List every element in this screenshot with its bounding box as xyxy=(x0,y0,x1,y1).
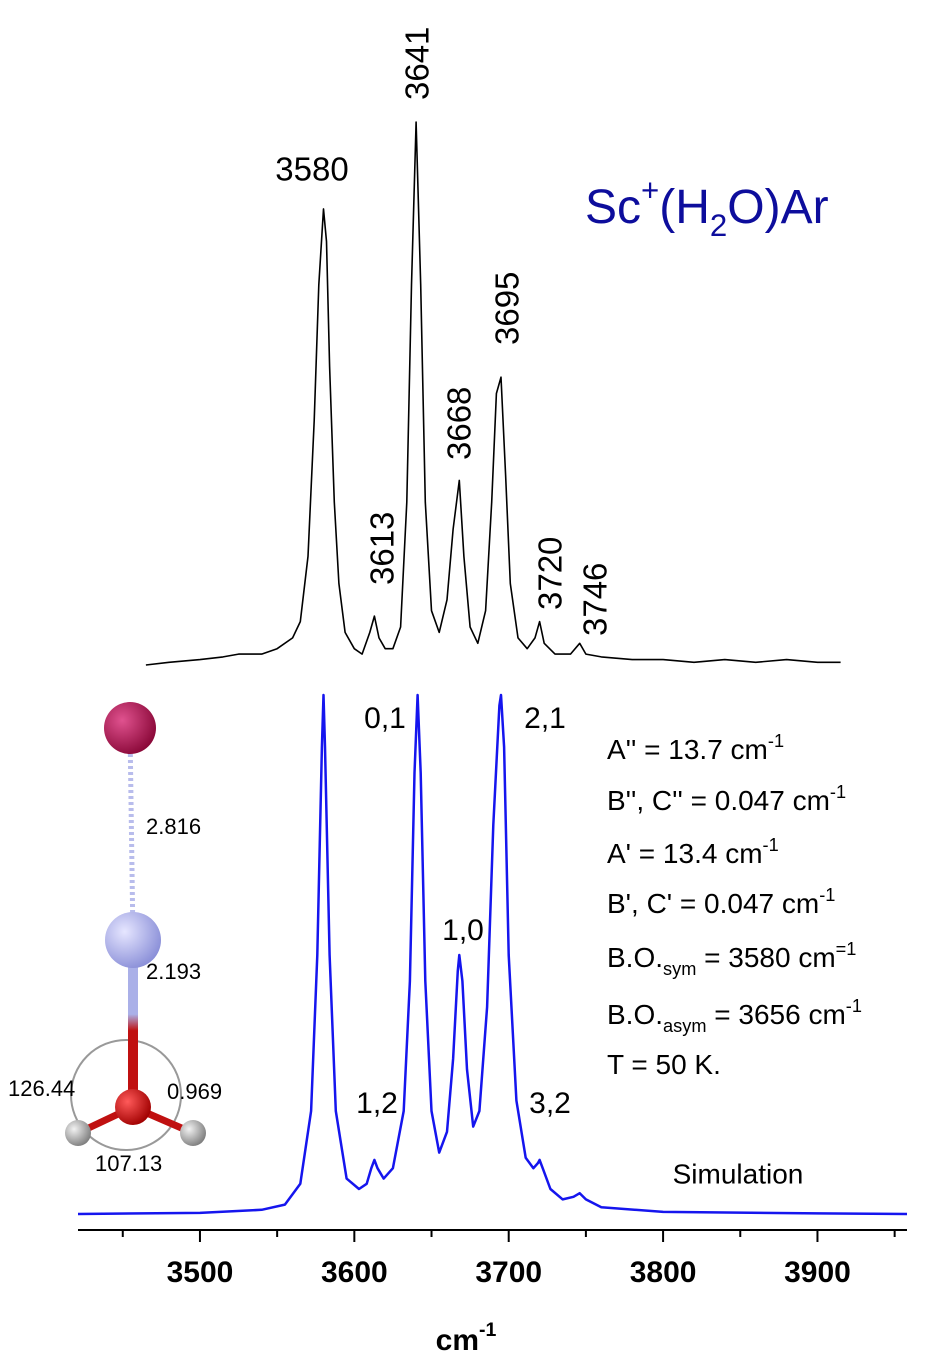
peak-label: 3720 xyxy=(532,537,569,610)
structure-label: 126.44 xyxy=(8,1076,75,1101)
text-part: -1 xyxy=(819,885,835,905)
peak-label: 3695 xyxy=(489,272,526,345)
peak-label: 3641 xyxy=(399,27,436,100)
x-tick-label: 3900 xyxy=(784,1256,851,1289)
text-part: -1 xyxy=(830,782,846,802)
text-part: B.O. xyxy=(607,999,663,1030)
ar-atom xyxy=(104,702,156,754)
parameter-text: B.O.asym = 3656 cm-1 xyxy=(607,996,862,1036)
text-part: Sc xyxy=(585,181,641,234)
text-part: B', C' = 0.047 cm xyxy=(607,888,819,919)
text-part: O)Ar xyxy=(727,181,828,234)
text-part: asym xyxy=(663,1016,706,1036)
parameter-text: B'', C'' = 0.047 cm-1 xyxy=(607,782,846,817)
sc-o-bond xyxy=(128,940,138,1105)
x-tick-label: 3800 xyxy=(630,1256,697,1289)
peak-label: 3613 xyxy=(364,512,401,585)
chart-title: Sc+(H2O)Ar xyxy=(585,173,829,243)
text-part: B.O. xyxy=(607,942,663,973)
parameter-text: B.O.sym = 3580 cm=1 xyxy=(607,939,856,979)
x-axis-label: cm-1 xyxy=(436,1319,497,1357)
sc-atom xyxy=(105,912,161,968)
assignment-label: 0,1 xyxy=(364,702,406,735)
text-part: A'' = 13.7 cm xyxy=(607,734,768,765)
angle-arc xyxy=(70,1039,182,1151)
x-tick-label: 3700 xyxy=(475,1256,542,1289)
parameter-text: B', C' = 0.047 cm-1 xyxy=(607,885,835,920)
structure-label: 0.969 xyxy=(167,1079,222,1104)
ar-sc-bond xyxy=(127,729,136,941)
peak-label: 3580 xyxy=(275,151,348,188)
spectrum-line xyxy=(77,693,908,1216)
structure-label: 2.816 xyxy=(146,814,201,839)
text-part: A' = 13.4 cm xyxy=(607,838,763,869)
o-atom xyxy=(115,1089,151,1125)
parameter-text: A'' = 13.7 cm-1 xyxy=(607,731,784,766)
text-part: + xyxy=(641,173,659,208)
text-part: -1 xyxy=(768,731,784,751)
text-part: cm xyxy=(436,1324,479,1357)
text-part: T = 50 K. xyxy=(607,1049,721,1080)
x-tick-label: 3500 xyxy=(167,1256,234,1289)
assignment-label: 1,0 xyxy=(442,914,484,947)
parameter-text: T = 50 K. xyxy=(607,1049,721,1080)
text-part: = 3580 cm xyxy=(696,942,835,973)
text-part: -1 xyxy=(763,835,779,855)
spectrum-line xyxy=(145,121,841,666)
h-atom xyxy=(65,1120,91,1146)
peak-label: 3668 xyxy=(441,387,478,460)
assignment-label: 3,2 xyxy=(529,1087,571,1120)
text-part: B'', C'' = 0.047 cm xyxy=(607,785,830,816)
x-tick-label: 3600 xyxy=(321,1256,388,1289)
structure-label: 107.13 xyxy=(95,1151,162,1176)
assignment-label: 1,2 xyxy=(356,1087,398,1120)
structure-label: 2.193 xyxy=(146,959,201,984)
simulation-label: Simulation xyxy=(673,1158,804,1189)
molecule-structure xyxy=(65,702,206,1151)
text-part: -1 xyxy=(846,996,862,1016)
text-part: 2 xyxy=(710,208,727,243)
assignment-label: 2,1 xyxy=(524,702,566,735)
text-part: (H xyxy=(659,181,710,234)
h-atom xyxy=(180,1120,206,1146)
text-part: -1 xyxy=(479,1319,496,1341)
peak-label: 3746 xyxy=(577,563,614,636)
text-part: = 3656 cm xyxy=(706,999,845,1030)
text-part: =1 xyxy=(836,939,857,959)
text-part: sym xyxy=(663,959,696,979)
parameter-text: A' = 13.4 cm-1 xyxy=(607,835,779,870)
